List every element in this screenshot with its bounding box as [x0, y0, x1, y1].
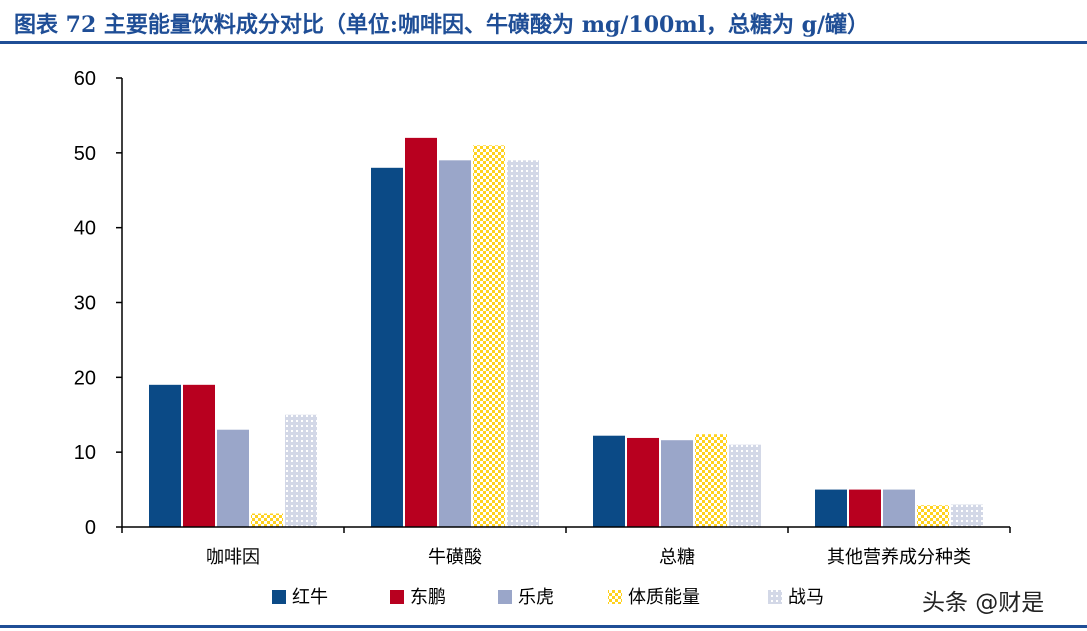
bar [917, 505, 949, 527]
bar [371, 167, 403, 528]
legend-swatch [272, 590, 286, 604]
bar [439, 160, 471, 528]
x-category-label: 牛磺酸 [428, 547, 482, 568]
y-tick-label: 30 [74, 293, 96, 315]
bar [405, 137, 437, 527]
legend-label: 战马 [788, 587, 824, 608]
bar [815, 489, 847, 527]
legend-swatch [608, 590, 622, 604]
bar [593, 435, 625, 527]
bar [661, 440, 693, 527]
y-tick-label: 0 [85, 517, 96, 539]
bar [217, 429, 249, 527]
x-category-label: 其他营养成分种类 [827, 547, 971, 568]
bar [627, 437, 659, 527]
x-category-label: 咖啡因 [206, 547, 260, 568]
bar [285, 414, 317, 527]
y-tick-label: 10 [74, 442, 96, 464]
bar [695, 434, 727, 527]
x-category-label: 总糖 [659, 547, 695, 568]
y-tick-label: 50 [74, 143, 96, 165]
bar [507, 160, 539, 528]
header-rule [0, 41, 1087, 44]
x-axis: 咖啡因 牛磺酸 总糖 其他营养成分种类 [121, 526, 1011, 568]
bar [149, 384, 181, 527]
bar [849, 489, 881, 527]
footer-rule [0, 625, 1087, 628]
legend-swatch [390, 590, 404, 604]
y-tick-label: 20 [74, 367, 96, 389]
y-tick-label: 60 [74, 68, 96, 90]
figure-title: 图表 72 主要能量饮料成分对比（单位:咖啡因、牛磺酸为 mg/100ml，总糖… [14, 12, 870, 38]
y-axis: 0 10 20 30 40 50 60 [74, 68, 123, 539]
bar [951, 504, 983, 527]
bar-chart: 0 10 20 30 40 50 60 咖啡因 牛磺酸 总糖 其他营养成分种类 红牛 东鹏 乐虎 体质能… [74, 68, 1011, 608]
bar [251, 513, 283, 527]
watermark-text: 头条 @财是 [922, 590, 1045, 616]
legend-swatch [768, 590, 782, 604]
legend-label: 红牛 [292, 587, 328, 608]
bar [183, 384, 215, 527]
bar [473, 145, 505, 527]
legend-label: 体质能量 [628, 587, 700, 608]
legend-label: 乐虎 [518, 587, 554, 608]
bar [729, 444, 761, 527]
bar [883, 489, 915, 527]
y-tick-label: 40 [74, 218, 96, 240]
bars [149, 137, 983, 528]
legend-label: 东鹏 [410, 587, 446, 608]
legend: 红牛 东鹏 乐虎 体质能量 战马 [272, 587, 824, 608]
figure-header: 图表 72 主要能量饮料成分对比（单位:咖啡因、牛磺酸为 mg/100ml，总糖… [0, 0, 1087, 44]
legend-swatch [498, 590, 512, 604]
